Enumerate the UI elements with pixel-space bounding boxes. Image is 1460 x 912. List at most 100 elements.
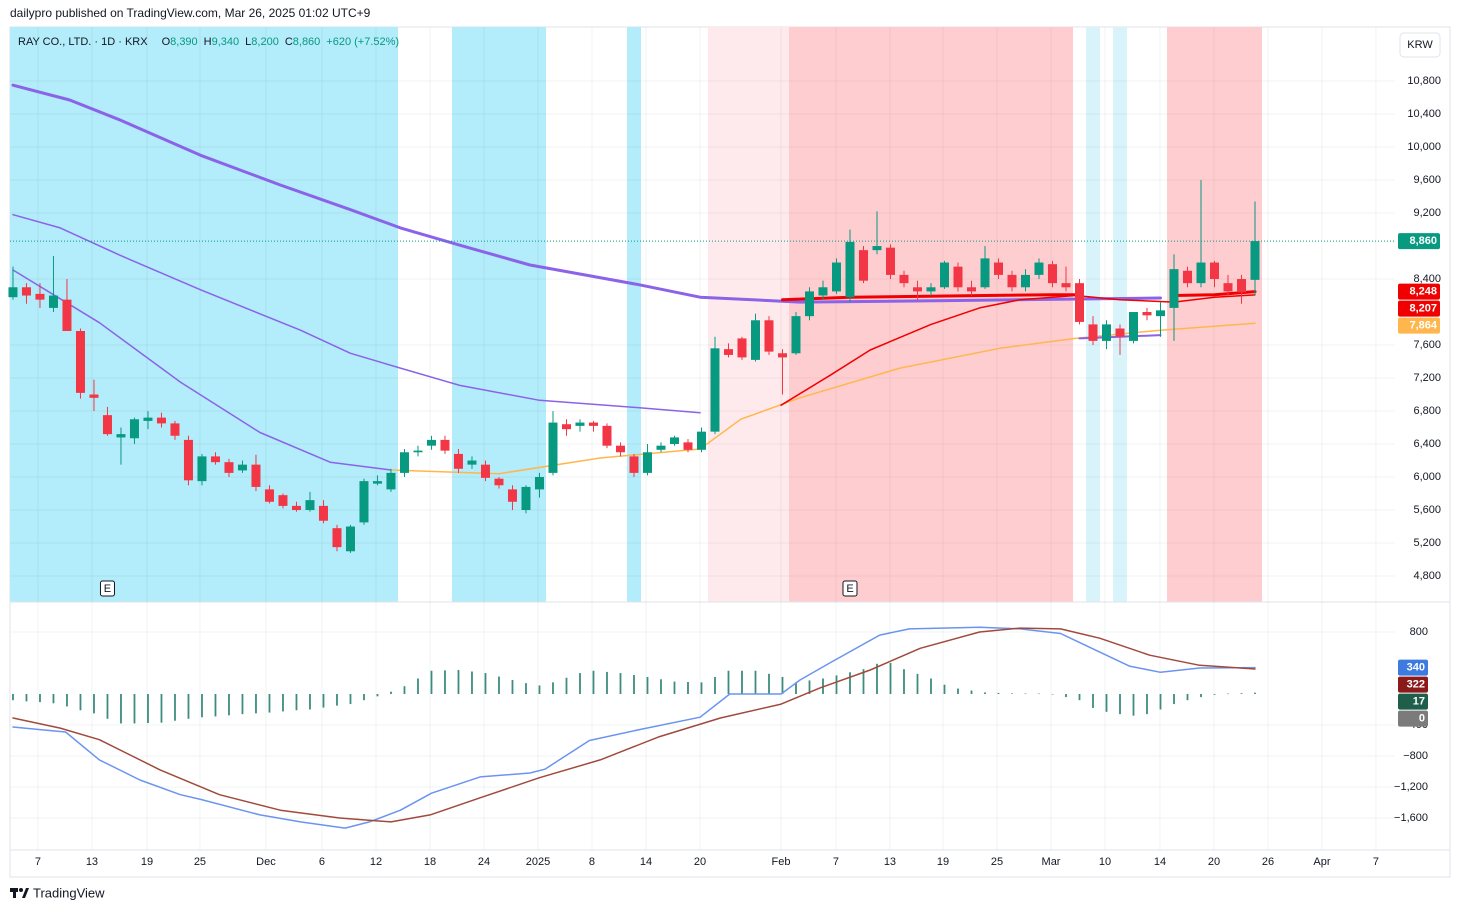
candle-body — [210, 456, 220, 463]
zone — [789, 27, 1073, 602]
histogram-bar — [619, 673, 622, 694]
histogram-bar — [349, 693, 352, 705]
histogram-bar — [1132, 693, 1135, 716]
histogram-bar — [174, 693, 176, 721]
candle-body — [156, 417, 166, 424]
histogram-bar — [417, 678, 419, 694]
legend-value: 9,340 — [212, 36, 240, 48]
histogram-bar — [201, 693, 203, 718]
candle-body — [359, 481, 369, 523]
x-tick-label: Mar — [1042, 856, 1061, 868]
histogram-bar — [970, 690, 973, 694]
histogram-bar — [606, 671, 608, 694]
x-tick-label: 12 — [370, 856, 382, 868]
last-price-label: 8,860 — [1409, 235, 1437, 247]
histogram-bar — [1213, 693, 1216, 695]
histogram-bar — [255, 693, 257, 714]
y-tick-label: 5,600 — [1413, 504, 1441, 516]
histogram-bar — [484, 673, 487, 694]
currency-button[interactable] — [1399, 32, 1441, 58]
histogram-bar — [322, 693, 325, 708]
line-end-label: 8,207 — [1409, 302, 1437, 314]
candle-body — [426, 439, 436, 446]
candle-body — [885, 247, 895, 275]
x-tick-label: 10 — [1099, 856, 1111, 868]
histogram-bar — [984, 692, 986, 694]
histogram-bar — [660, 679, 662, 694]
event-label: E — [846, 583, 853, 595]
candle-body — [278, 495, 288, 506]
histogram-bar — [835, 675, 838, 694]
histogram-bar — [957, 688, 959, 694]
histogram-bar — [808, 680, 811, 694]
histogram-bar — [1159, 693, 1162, 710]
indicator-line — [12, 627, 1256, 823]
candle-body — [750, 320, 760, 360]
line-end-box — [1398, 317, 1440, 334]
candle-body — [629, 456, 639, 473]
candle-body — [588, 422, 598, 426]
histogram-bar — [1038, 693, 1040, 695]
y-tick-label: 9,600 — [1413, 174, 1441, 186]
histogram-bar — [525, 683, 527, 694]
value-label: 340 — [1407, 662, 1425, 674]
candle-body — [696, 431, 706, 450]
zone — [10, 27, 398, 602]
candle-body — [1128, 312, 1138, 341]
histogram-bar — [633, 675, 635, 694]
histogram-bar — [52, 693, 55, 704]
histogram-bar — [498, 676, 500, 694]
histogram-bar — [160, 693, 163, 723]
histogram-bar — [457, 669, 460, 694]
candle-body — [1061, 283, 1071, 288]
candle-body — [399, 452, 409, 473]
value-box — [1398, 693, 1428, 710]
currency[interactable]: KRW — [1407, 39, 1433, 51]
y-tick-label: 8,400 — [1413, 273, 1441, 285]
histogram-bar — [390, 691, 392, 694]
x-tick-label: 7 — [833, 856, 839, 868]
event-marker — [99, 580, 115, 597]
histogram-bar — [1173, 693, 1175, 705]
legend-value: 8,200 — [251, 36, 279, 48]
candle-body — [764, 320, 774, 352]
histogram-bar — [1092, 693, 1094, 708]
histogram-bar — [1146, 693, 1148, 715]
legend: RAY CO., LTD. · 1D · KRX O8,390 H9,340 L8,2… — [18, 36, 399, 48]
histogram-bar — [565, 677, 568, 694]
candle-body — [656, 445, 666, 450]
histogram-bar — [592, 670, 595, 694]
candle-body — [912, 287, 922, 292]
candle-body — [831, 262, 841, 292]
grid — [10, 27, 1395, 850]
histogram-bar — [1011, 693, 1013, 694]
histogram-bar — [295, 693, 298, 711]
candle-body — [291, 505, 301, 511]
histogram-bar — [538, 685, 541, 694]
y-tick-label: 9,200 — [1413, 207, 1441, 219]
candle-body — [143, 417, 153, 421]
candle-body — [89, 394, 99, 398]
histogram-bar — [930, 678, 932, 694]
candle-body — [1250, 241, 1260, 280]
histogram-bar — [876, 663, 878, 694]
x-tick-label: 20 — [1208, 856, 1220, 868]
candle-body — [669, 437, 679, 445]
histogram-bar — [1051, 693, 1054, 695]
indicator-line — [12, 626, 1256, 829]
candle-body — [318, 505, 328, 521]
histogram-bar — [444, 670, 446, 694]
histogram-bar — [12, 693, 14, 701]
y-tick-label: 6,000 — [1413, 471, 1441, 483]
candle-body — [1047, 264, 1057, 284]
candle-body — [939, 262, 949, 288]
x-tick-label: 24 — [478, 856, 490, 868]
histogram-bar — [106, 693, 109, 719]
x-tick-label: 20 — [694, 856, 706, 868]
y-tick-label: −1,200 — [1394, 781, 1428, 793]
candle-body — [683, 442, 693, 450]
histogram-bar — [120, 693, 122, 724]
histogram-bar — [673, 681, 676, 694]
candle-body — [507, 489, 517, 502]
histogram-bar — [133, 693, 136, 724]
